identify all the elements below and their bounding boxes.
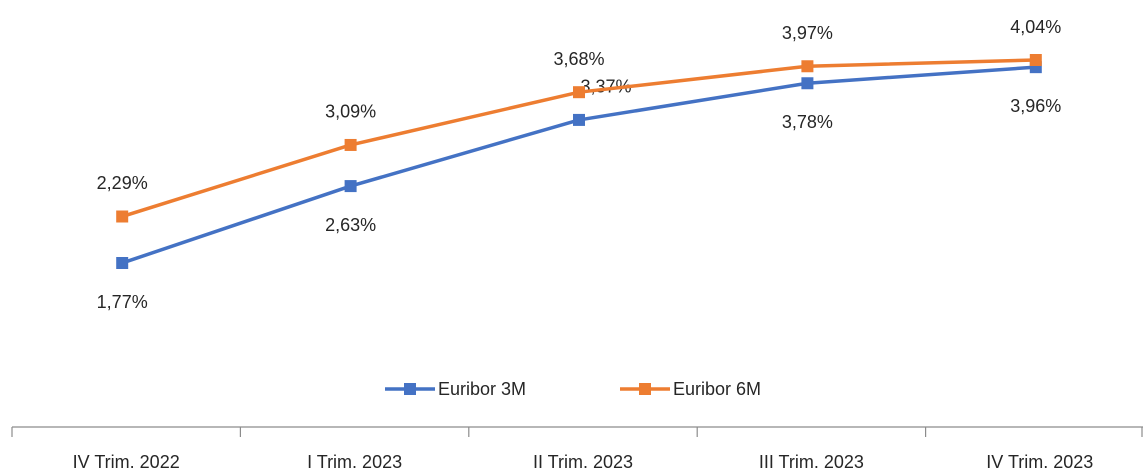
legend-label: Euribor 3M — [438, 379, 526, 399]
x-tick-label: IV Trim. 2022 — [73, 452, 180, 472]
data-label: 3,96% — [1010, 96, 1061, 116]
point-marker — [573, 113, 585, 126]
point-marker — [344, 138, 357, 151]
data-label: 2,29% — [97, 173, 148, 193]
data-label: 2,63% — [325, 215, 376, 235]
legend-marker — [639, 383, 651, 395]
data-label: 4,04% — [1010, 17, 1061, 37]
point-marker — [573, 86, 585, 99]
x-tick-label: I Trim. 2023 — [307, 452, 402, 472]
legend-marker — [404, 383, 416, 395]
data-label: 3,68% — [553, 49, 604, 69]
data-label: 3,78% — [782, 112, 833, 132]
point-marker — [1029, 54, 1042, 66]
point-marker — [116, 210, 129, 223]
series-line — [121, 58, 1036, 219]
x-tick-label: III Trim. 2023 — [759, 452, 864, 472]
data-label: 3,97% — [782, 23, 833, 43]
x-tick-label: IV Trim. 2023 — [986, 452, 1093, 472]
point-marker — [801, 60, 814, 73]
point-marker — [344, 180, 357, 193]
point-marker — [801, 77, 814, 90]
point-marker — [116, 257, 129, 269]
data-label: 3,09% — [325, 102, 376, 122]
x-tick-label: II Trim. 2023 — [533, 452, 633, 472]
legend-label: Euribor 6M — [673, 379, 761, 399]
data-label: 1,77% — [97, 292, 148, 312]
